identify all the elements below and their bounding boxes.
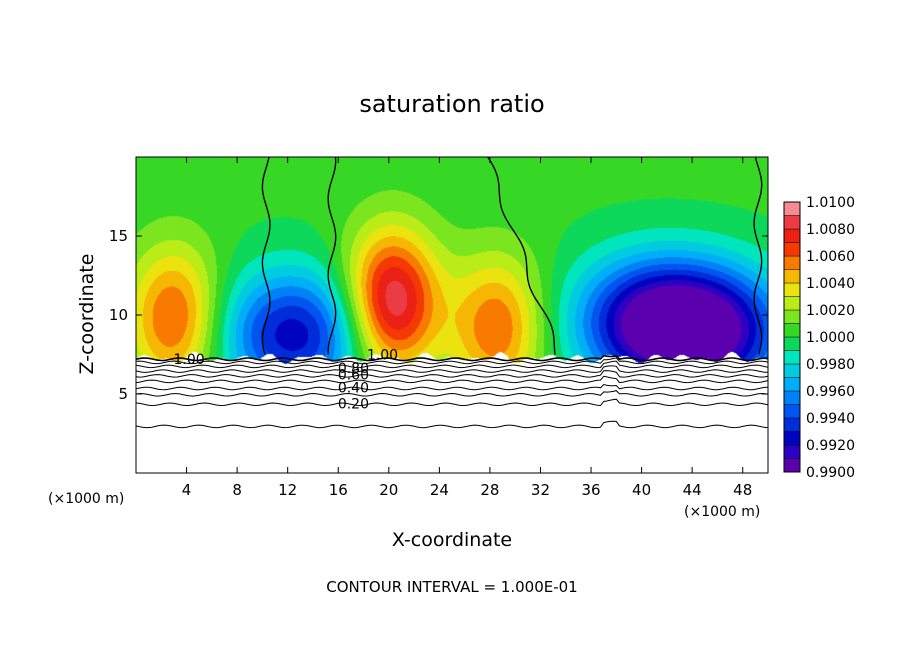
- unity-contour-line: [487, 156, 556, 355]
- saturation-field: [136, 157, 768, 473]
- contour-line: [135, 365, 768, 373]
- colorbar-swatch: [783, 228, 801, 243]
- colorbar-label: 1.0020: [806, 303, 855, 319]
- contour-line: [135, 383, 769, 391]
- colorbar: 1.0100 1.0080 1.0060 1.0040 1.0020 1.0000 0.99…: [783, 195, 855, 481]
- colorbar-swatch: [783, 390, 801, 405]
- colorbar-swatch: [783, 255, 801, 270]
- colorbar-swatch: [783, 215, 801, 230]
- contour-lines: [135, 156, 769, 429]
- x-tick-label: 32: [531, 481, 550, 499]
- colorbar-label: 1.0000: [806, 330, 855, 346]
- contour-label: 1.00: [174, 352, 205, 368]
- x-tick-label: 24: [430, 481, 449, 499]
- x-tick-label: 44: [683, 481, 702, 499]
- chart-title: saturation ratio: [359, 90, 544, 118]
- colorbar-swatch: [783, 458, 801, 473]
- colorbar-swatches: [783, 201, 801, 473]
- unity-contour-line: [327, 156, 337, 355]
- contour-line: [135, 354, 768, 362]
- colorbar-swatch: [783, 444, 801, 459]
- x-tick-label: 4: [182, 481, 192, 499]
- colorbar-swatch: [783, 296, 801, 311]
- x-axis-label: X-coordinate: [392, 529, 512, 551]
- x-tick-label: 36: [581, 481, 600, 499]
- colorbar-label: 1.0060: [806, 249, 855, 265]
- contour-line: [135, 360, 769, 369]
- contour-label: 0.40: [338, 381, 369, 397]
- x-tick-label: 12: [278, 481, 297, 499]
- colorbar-label: 1.0080: [806, 222, 855, 238]
- colorbar-label: 0.9940: [806, 411, 855, 427]
- colorbar-frame: [783, 201, 801, 473]
- contour-line: [135, 398, 769, 407]
- x-unit-label-left: (×1000 m): [48, 491, 124, 507]
- colorbar-swatch: [783, 336, 801, 351]
- x-tick-label: 48: [733, 481, 752, 499]
- y-axis-label: Z-coordinate: [76, 254, 98, 375]
- contour-interval-note: CONTOUR INTERVAL = 1.000E-01: [326, 578, 577, 596]
- y-tick-label: 10: [109, 306, 128, 324]
- contour-line: [135, 357, 769, 365]
- x-tick-label: 20: [379, 481, 398, 499]
- colorbar-label: 0.9900: [806, 465, 855, 481]
- colorbar-swatch: [783, 417, 801, 432]
- colorbar-swatch: [783, 350, 801, 365]
- unity-contour-line: [753, 156, 763, 355]
- colorbar-swatch: [783, 282, 801, 297]
- y-tick-label: 15: [109, 227, 128, 245]
- contour-label: 0.80: [338, 361, 369, 377]
- contour-line: [135, 370, 769, 378]
- colorbar-swatch: [783, 269, 801, 284]
- contour-line: [135, 375, 769, 384]
- colorbar-swatch: [783, 377, 801, 392]
- contour-label: 0.20: [338, 396, 369, 412]
- unity-contour-line: [261, 156, 271, 355]
- x-tick-label: 28: [480, 481, 499, 499]
- colorbar-labels: 1.0100 1.0080 1.0060 1.0040 1.0020 1.0000 0.99…: [806, 195, 855, 481]
- x-tick-label: 40: [632, 481, 651, 499]
- x-tick-label: 16: [329, 481, 348, 499]
- contour-labels: 1.00 1.000.800.600.400.20: [174, 348, 399, 413]
- colorbar-swatch: [783, 201, 801, 216]
- x-axis-ticks: 4 8 12 16 20 24 28 32 36 40 44 48: [182, 157, 752, 499]
- contour-label: 0.60: [338, 367, 369, 383]
- x-unit-label-right: (×1000 m): [684, 504, 760, 520]
- colorbar-swatch: [783, 323, 801, 338]
- colorbar-swatch: [783, 431, 801, 446]
- colorbar-swatch: [783, 309, 801, 324]
- colorbar-label: 0.9980: [806, 357, 855, 373]
- contour-line: [135, 420, 769, 429]
- colorbar-label: 1.0100: [806, 195, 855, 211]
- colorbar-label: 0.9920: [806, 438, 855, 454]
- y-tick-label: 5: [118, 385, 128, 403]
- x-tick-label: 8: [232, 481, 242, 499]
- contour-line: [135, 390, 769, 397]
- y-axis-ticks: 5 10 15: [109, 227, 768, 403]
- colorbar-swatch: [783, 404, 801, 419]
- colorbar-swatch: [783, 363, 801, 378]
- colorbar-swatch: [783, 242, 801, 257]
- contour-label: 1.00: [367, 348, 398, 364]
- colorbar-label: 0.9960: [806, 384, 855, 400]
- colorbar-label: 1.0040: [806, 276, 855, 292]
